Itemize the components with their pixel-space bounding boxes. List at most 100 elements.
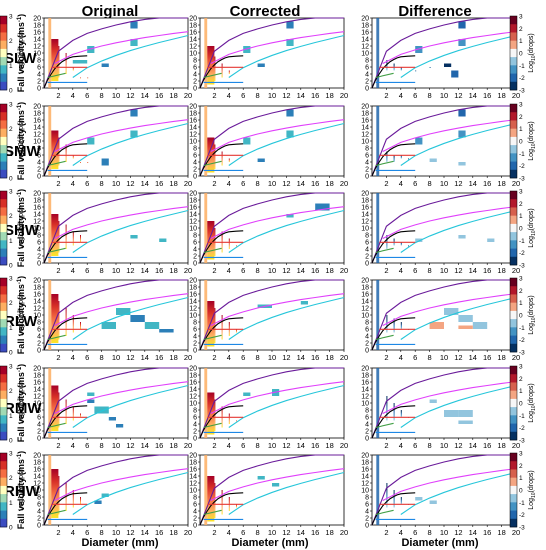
y-tick-label: 12: [361, 44, 369, 51]
y-tick-label: 18: [33, 23, 41, 30]
heatmap-cell: [130, 21, 138, 29]
colorbar-tick-label: 3: [519, 364, 523, 371]
y-tick-label: 12: [361, 394, 369, 401]
x-tick-label: 2: [384, 266, 388, 275]
y-tick-label: 14: [361, 299, 369, 306]
heatmap-cell: [58, 476, 60, 515]
x-tick-label: 4: [399, 266, 403, 275]
y-tick-label: 4: [193, 160, 197, 167]
y-tick-label: 20: [33, 278, 41, 285]
y-tick-label: 2: [193, 341, 197, 348]
reference-curve: [400, 384, 517, 428]
y-tick-label: 2: [37, 167, 41, 174]
heatmap-cell: [130, 39, 138, 46]
x-tick-label: 16: [155, 441, 163, 450]
y-tick-label: 18: [33, 198, 41, 205]
y-axis-title: Fall velocity (ms-1): [16, 189, 26, 267]
x-tick-label: 14: [297, 266, 305, 275]
y-tick-label: 16: [33, 292, 41, 299]
y-tick-label: 2: [37, 516, 41, 523]
y-tick-label: 12: [189, 132, 197, 139]
reference-curve: [54, 31, 189, 64]
reference-curve: [43, 105, 188, 177]
colorbar-tick-label: 2: [9, 38, 13, 45]
x-tick-label: 14: [297, 441, 305, 450]
x-tick-label: 18: [169, 441, 177, 450]
y-tick-label: 8: [365, 408, 369, 415]
y-tick-label: 10: [189, 401, 197, 408]
colorbar-segment: [0, 16, 7, 25]
x-tick-label: 8: [100, 441, 104, 450]
colorbar-tick-label: 1: [519, 475, 523, 482]
x-tick-label: 20: [184, 179, 192, 188]
x-tick-label: 20: [340, 266, 348, 275]
y-tick-label: 8: [37, 233, 41, 240]
x-tick-label: 4: [227, 91, 231, 100]
heatmap-cell: [400, 322, 402, 329]
colorbar-tick-label: 3: [9, 364, 13, 371]
reference-curve: [371, 279, 516, 351]
x-tick-label: 16: [483, 441, 491, 450]
reference-curve: [203, 509, 222, 516]
colorbar-segment: [0, 374, 7, 383]
plot-frame: [371, 17, 517, 89]
y-tick-label: 16: [361, 205, 369, 212]
x-tick-label: 12: [126, 179, 134, 188]
x-tick-label: 18: [169, 353, 177, 362]
colorbar-tick-label: 2: [519, 26, 523, 33]
row-title-rlw: RLW: [4, 313, 38, 330]
reference-curve: [371, 192, 516, 264]
x-tick-label: 8: [428, 266, 432, 275]
y-tick-label: 4: [37, 422, 41, 429]
x-tick-label: 20: [512, 266, 520, 275]
colorbar-segment: [0, 398, 7, 408]
y-tick-label: 8: [193, 495, 197, 502]
heatmap-cell: [400, 497, 402, 504]
colorbar-segment: [510, 310, 517, 320]
colorbar-segment: [0, 366, 7, 375]
x-tick-label: 16: [483, 266, 491, 275]
y-tick-label: 20: [189, 104, 197, 111]
x-tick-label: 14: [469, 441, 477, 450]
heatmap-cell: [58, 137, 60, 166]
y-tick-label: 4: [193, 334, 197, 341]
reference-curve: [375, 422, 394, 429]
x-tick-label: 6: [413, 179, 417, 188]
x-tick-label: 14: [297, 91, 305, 100]
x-axis-title-original: Diameter (mm): [81, 537, 158, 549]
colorbar-label: Log10(drops): [528, 33, 537, 72]
colorbar-tick-label: 2: [9, 475, 13, 482]
colorbar-segment: [510, 40, 517, 50]
colorbar-segment: [0, 223, 7, 233]
heatmap-cell: [214, 483, 216, 518]
colorbar-segment: [0, 302, 7, 312]
x-tick-label: 20: [512, 441, 520, 450]
x-tick-label: 8: [428, 441, 432, 450]
y-tick-label: 2: [37, 254, 41, 261]
heatmap-cell: [116, 424, 124, 428]
y-tick-label: 0: [193, 523, 197, 530]
colorbar-frame: [0, 452, 8, 528]
colorbar-segment: [510, 366, 517, 375]
x-tick-label: 14: [141, 179, 149, 188]
row-title-rhw: RHW: [4, 483, 41, 500]
colorbar-frame: [509, 277, 518, 353]
x-tick-label: 4: [71, 266, 75, 275]
x-tick-label: 8: [100, 353, 104, 362]
y-tick-label: 12: [361, 132, 369, 139]
heatmap-cell: [458, 130, 466, 138]
heatmap-cell: [376, 106, 380, 176]
colorbar-segment: [0, 48, 7, 58]
x-tick-label: 4: [71, 179, 75, 188]
x-tick-label: 14: [141, 353, 149, 362]
y-tick-label: 20: [361, 366, 369, 373]
colorbar-segment: [510, 232, 517, 241]
heatmap-cell: [386, 483, 388, 508]
reference-curve: [72, 209, 189, 253]
y-tick-label: 16: [189, 118, 197, 125]
colorbar-tick-label: -2: [519, 250, 525, 257]
colorbar-segment: [0, 32, 7, 41]
colorbar-difference-rhw: 3 2 1 0 -1 -2 -3 Log10(drops): [509, 451, 537, 532]
heatmap-cell: [204, 193, 208, 263]
x-tick-label: 14: [469, 179, 477, 188]
